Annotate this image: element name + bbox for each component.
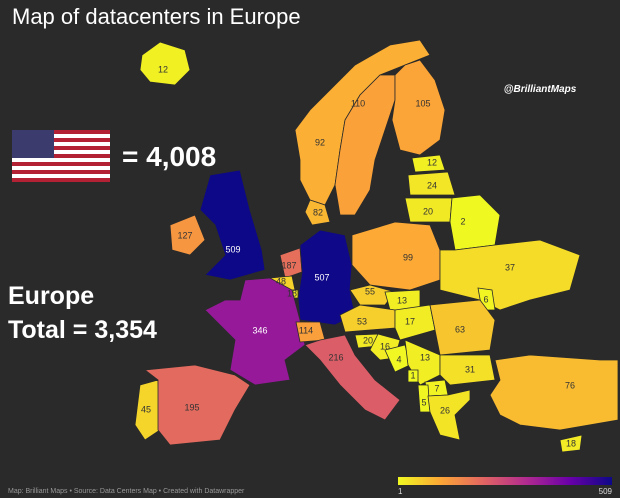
country-value: 105 xyxy=(415,98,430,108)
watermark: @BrilliantMaps xyxy=(504,84,577,95)
country xyxy=(394,304,436,341)
country-value: 5 xyxy=(421,397,426,407)
country-value: 82 xyxy=(313,207,323,217)
country xyxy=(304,334,401,421)
country-value: 127 xyxy=(177,230,192,240)
country-value: 18 xyxy=(287,288,297,298)
country-value: 13 xyxy=(420,352,430,362)
us-flag xyxy=(12,130,110,182)
legend-max: 509 xyxy=(599,487,613,496)
country xyxy=(169,214,206,256)
country xyxy=(143,364,251,446)
country-value: 2 xyxy=(460,216,465,226)
europe-total: Total = 3,354 xyxy=(8,316,157,344)
country-value: 110 xyxy=(351,98,365,108)
country xyxy=(139,41,191,86)
country xyxy=(407,171,456,196)
country xyxy=(391,59,446,156)
footer: Map: Brilliant Maps • Source: Data Cente… xyxy=(8,488,245,495)
country-value: 20 xyxy=(363,335,373,345)
country-value: 92 xyxy=(315,137,325,147)
country-value: 6 xyxy=(483,294,488,304)
country-value: 346 xyxy=(252,325,267,335)
country xyxy=(429,299,496,356)
country xyxy=(427,389,471,441)
country-value: 195 xyxy=(184,402,199,412)
country xyxy=(304,199,331,226)
country-value: 31 xyxy=(465,364,475,374)
country-value: 4 xyxy=(396,354,401,364)
country-value: 37 xyxy=(505,262,515,272)
country-value: 18 xyxy=(566,438,576,448)
country-value: 48 xyxy=(276,276,286,286)
country-value: 26 xyxy=(440,405,450,415)
country-value: 45 xyxy=(141,404,151,414)
country-value: 76 xyxy=(565,380,575,390)
country-value: 1 xyxy=(410,370,415,380)
country xyxy=(351,221,441,291)
country-value: 63 xyxy=(455,324,465,334)
country-value: 7 xyxy=(434,383,439,393)
country-value: 114 xyxy=(299,325,313,335)
country xyxy=(204,277,306,386)
country xyxy=(489,354,619,431)
country xyxy=(439,239,581,311)
country-value: 55 xyxy=(365,286,375,296)
country-value: 99 xyxy=(403,252,413,262)
country xyxy=(134,379,161,441)
country-value: 216 xyxy=(328,352,343,362)
europe-label: Europe xyxy=(8,282,94,310)
country-value: 20 xyxy=(423,206,433,216)
country xyxy=(199,169,266,281)
legend-min: 1 xyxy=(398,487,403,496)
country-value: 12 xyxy=(158,64,168,74)
country-value: 12 xyxy=(427,157,437,167)
usa-total: = 4,008 xyxy=(122,141,216,172)
country-value: 13 xyxy=(397,295,407,305)
country-value: 17 xyxy=(405,316,415,326)
country-value: 509 xyxy=(225,244,240,254)
legend-bar xyxy=(398,477,612,485)
country-value: 187 xyxy=(281,260,296,270)
country xyxy=(407,369,419,383)
country xyxy=(334,74,396,216)
country xyxy=(439,354,496,386)
title: Map of datacenters in Europe xyxy=(12,4,301,29)
country-value: 24 xyxy=(427,180,437,190)
country xyxy=(411,154,446,173)
country-value: 16 xyxy=(380,341,390,351)
country-value: 53 xyxy=(357,316,367,326)
country xyxy=(559,434,583,453)
country-value: 507 xyxy=(314,272,329,282)
